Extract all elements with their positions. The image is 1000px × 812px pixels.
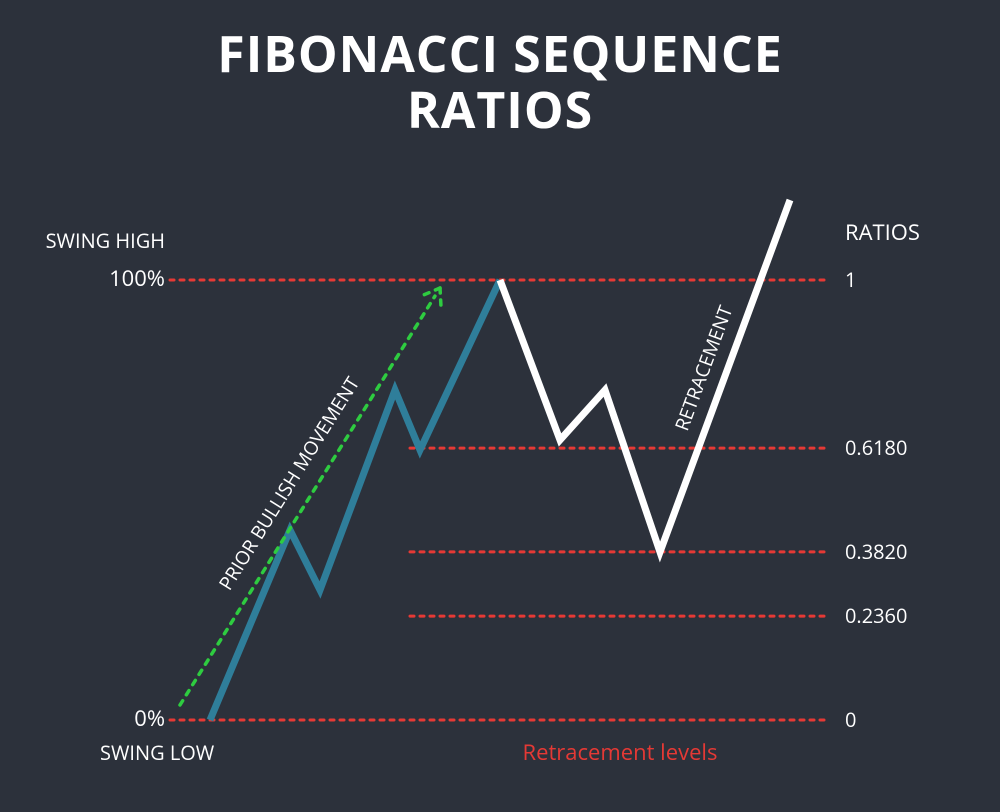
retracement-caption: Retracement levels bbox=[523, 737, 718, 767]
ratios-heading: RATIOS bbox=[845, 217, 920, 247]
fib-level-label: 0.6180 bbox=[845, 434, 907, 461]
fib-level-label: 0.2360 bbox=[845, 602, 907, 629]
swing-low-label: SWING LOW bbox=[100, 739, 215, 766]
pct-0-label: 0% bbox=[134, 703, 165, 733]
fib-level-label: 0.3820 bbox=[845, 538, 907, 565]
pct-100-label: 100% bbox=[109, 263, 165, 293]
fib-level-label: 0 bbox=[845, 706, 856, 733]
swing-high-label: SWING HIGH bbox=[46, 227, 165, 254]
fib-level-label: 1 bbox=[845, 266, 856, 293]
page-title-line2: RATIOS bbox=[407, 75, 593, 143]
